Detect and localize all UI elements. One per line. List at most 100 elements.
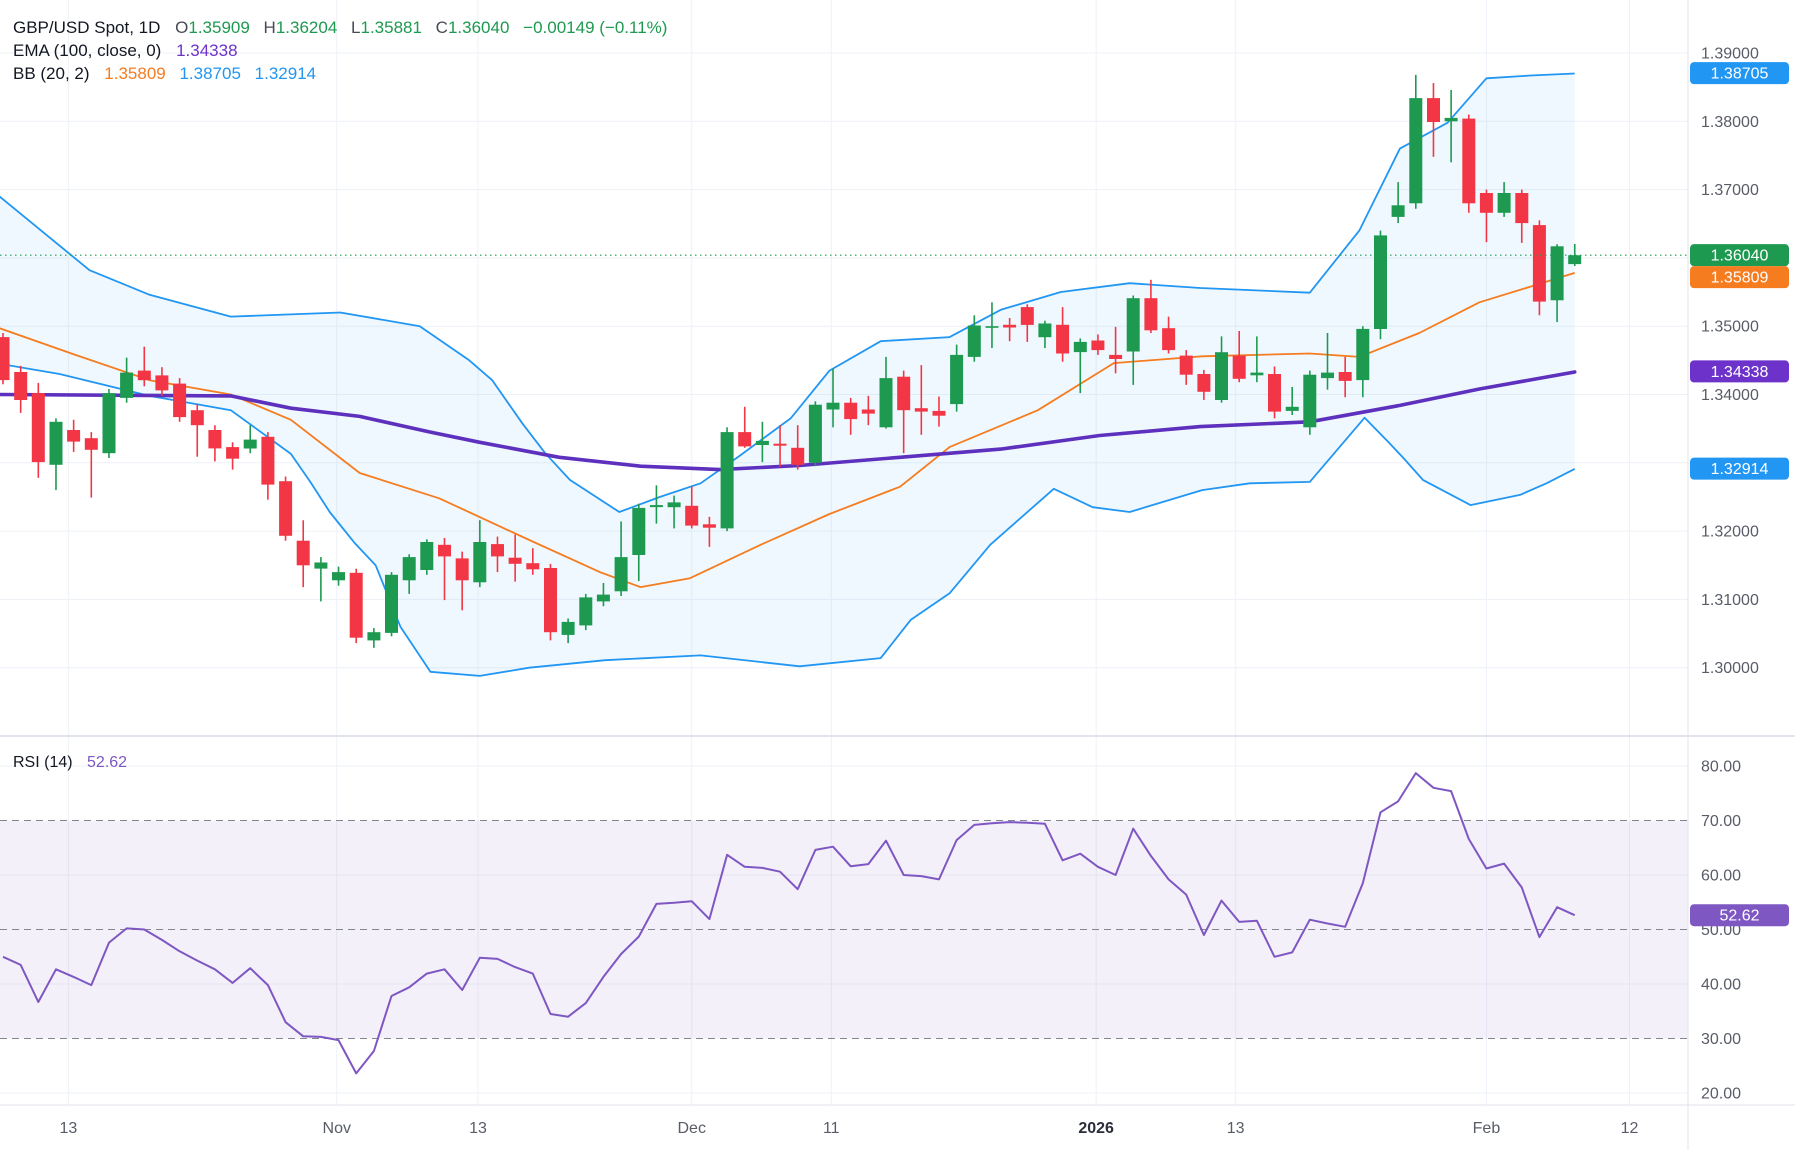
candle-body bbox=[473, 542, 487, 583]
candle-body bbox=[1179, 355, 1193, 375]
candle-body bbox=[279, 481, 293, 536]
candle-body bbox=[808, 404, 822, 463]
time-tick-label[interactable]: Nov bbox=[323, 1120, 351, 1137]
price-tick-label[interactable]: 1.37000 bbox=[1701, 182, 1759, 199]
price-tick-label[interactable]: 1.30000 bbox=[1701, 660, 1759, 677]
rsi-tick-label[interactable]: 20.00 bbox=[1701, 1086, 1741, 1103]
symbol-title: GBP/USD Spot, 1D bbox=[13, 18, 161, 37]
bb-basis-value: 1.35809 bbox=[104, 64, 166, 83]
candle-body bbox=[685, 505, 699, 526]
bb-basis-badge-text: 1.35809 bbox=[1711, 270, 1769, 287]
candle-body bbox=[261, 436, 275, 485]
bb-upper-badge bbox=[1690, 62, 1789, 85]
candle-body bbox=[702, 524, 716, 528]
price-tick-label[interactable]: 1.31000 bbox=[1701, 592, 1759, 609]
high-label: H bbox=[263, 18, 276, 37]
candle-body bbox=[14, 372, 28, 400]
rsi-tick-label[interactable]: 30.00 bbox=[1701, 1031, 1741, 1048]
candle-body bbox=[1338, 372, 1352, 381]
price-tick-label[interactable]: 1.35000 bbox=[1701, 319, 1759, 336]
ema-title: EMA (100, close, 0) bbox=[13, 41, 162, 60]
time-tick-label[interactable]: 13 bbox=[59, 1120, 77, 1137]
price-tick-label[interactable]: 1.32000 bbox=[1701, 524, 1759, 541]
candle-body bbox=[932, 410, 946, 416]
bb-basis-badge bbox=[1690, 266, 1789, 289]
candle-body bbox=[649, 505, 663, 508]
price-tick-label[interactable]: 1.38000 bbox=[1701, 114, 1759, 131]
candle-body bbox=[349, 572, 363, 638]
rsi-tick-label[interactable]: 70.00 bbox=[1701, 813, 1741, 830]
candle-body bbox=[385, 574, 398, 633]
candle-body bbox=[420, 542, 434, 570]
time-tick-label[interactable]: 11 bbox=[823, 1120, 840, 1137]
price-tick-label[interactable]: 1.39000 bbox=[1701, 46, 1759, 63]
candle-body bbox=[596, 594, 610, 602]
bb-lower-line bbox=[0, 362, 1576, 677]
candle-body bbox=[897, 376, 911, 411]
rsi-badge-text: 52.62 bbox=[1719, 908, 1759, 925]
time-tick-label[interactable]: 12 bbox=[1621, 1120, 1639, 1137]
candle-body bbox=[508, 557, 522, 564]
candle-body bbox=[1056, 324, 1070, 354]
bb-lower-badge-text: 1.32914 bbox=[1711, 461, 1769, 478]
open-value: 1.35909 bbox=[188, 18, 250, 37]
candle-body bbox=[155, 375, 169, 391]
candle-body bbox=[226, 447, 240, 459]
time-tick-label[interactable]: 2026 bbox=[1078, 1120, 1114, 1137]
high-value: 1.36204 bbox=[275, 18, 338, 37]
candle-body bbox=[667, 502, 681, 508]
candle-body bbox=[844, 402, 858, 420]
candle-body bbox=[879, 378, 893, 428]
low-label: L bbox=[351, 18, 361, 37]
candle-body bbox=[1462, 118, 1476, 204]
rsi-tick-label[interactable]: 60.00 bbox=[1701, 868, 1741, 885]
candle-body bbox=[1250, 372, 1264, 376]
legend-symbol-row[interactable]: GBP/USD Spot, 1D O1.35909 H1.36204 L1.35… bbox=[13, 18, 667, 38]
candle-body bbox=[1109, 354, 1123, 359]
candle-body bbox=[367, 632, 381, 641]
candle-body bbox=[1197, 374, 1211, 392]
candle-body bbox=[455, 558, 469, 581]
candle-body bbox=[491, 544, 504, 557]
candle-body bbox=[950, 354, 964, 405]
time-tick-label[interactable]: Feb bbox=[1473, 1120, 1501, 1137]
legend-ema-row[interactable]: EMA (100, close, 0) 1.34338 bbox=[13, 41, 238, 61]
candle-body bbox=[49, 421, 63, 465]
rsi-badge bbox=[1690, 904, 1789, 927]
time-tick-label[interactable]: 13 bbox=[1227, 1120, 1245, 1137]
rsi-tick-label[interactable]: 50.00 bbox=[1701, 922, 1741, 939]
candle-body bbox=[296, 540, 310, 566]
candle-body bbox=[1444, 117, 1458, 122]
rsi-tick-label[interactable]: 40.00 bbox=[1701, 977, 1741, 994]
rsi-value: 52.62 bbox=[87, 754, 128, 771]
rsi-title: RSI (14) bbox=[13, 754, 73, 771]
ema-value: 1.34338 bbox=[176, 41, 238, 60]
candle-body bbox=[614, 557, 628, 592]
candle-body bbox=[632, 507, 646, 555]
legend-rsi-row[interactable]: RSI (14) 52.62 bbox=[13, 753, 127, 773]
time-tick-label[interactable]: Dec bbox=[678, 1120, 706, 1137]
price-tick-label[interactable]: 1.34000 bbox=[1701, 387, 1759, 404]
candle-body bbox=[791, 447, 805, 465]
bb-upper-line bbox=[0, 72, 1575, 513]
legend-bb-row[interactable]: BB (20, 2) 1.35809 1.38705 1.32914 bbox=[13, 64, 316, 84]
last-price-badge bbox=[1690, 244, 1789, 267]
candle-body bbox=[561, 621, 575, 635]
candle-body bbox=[720, 432, 734, 529]
candle-body bbox=[861, 409, 875, 414]
rsi-tick-label[interactable]: 80.00 bbox=[1701, 759, 1741, 776]
candle-body bbox=[579, 597, 593, 626]
change-value: −0.00149 (−0.11%) bbox=[523, 18, 668, 37]
candle-body bbox=[1479, 193, 1493, 213]
candle-body bbox=[1303, 374, 1317, 428]
ema-badge bbox=[1690, 360, 1789, 383]
time-tick-label[interactable]: 13 bbox=[469, 1120, 487, 1137]
candle-body bbox=[137, 370, 151, 381]
candle-body bbox=[738, 432, 752, 447]
candle-body bbox=[1285, 406, 1299, 411]
candle-body bbox=[773, 443, 787, 446]
candle-body bbox=[1038, 323, 1052, 338]
candle-body bbox=[985, 326, 999, 328]
